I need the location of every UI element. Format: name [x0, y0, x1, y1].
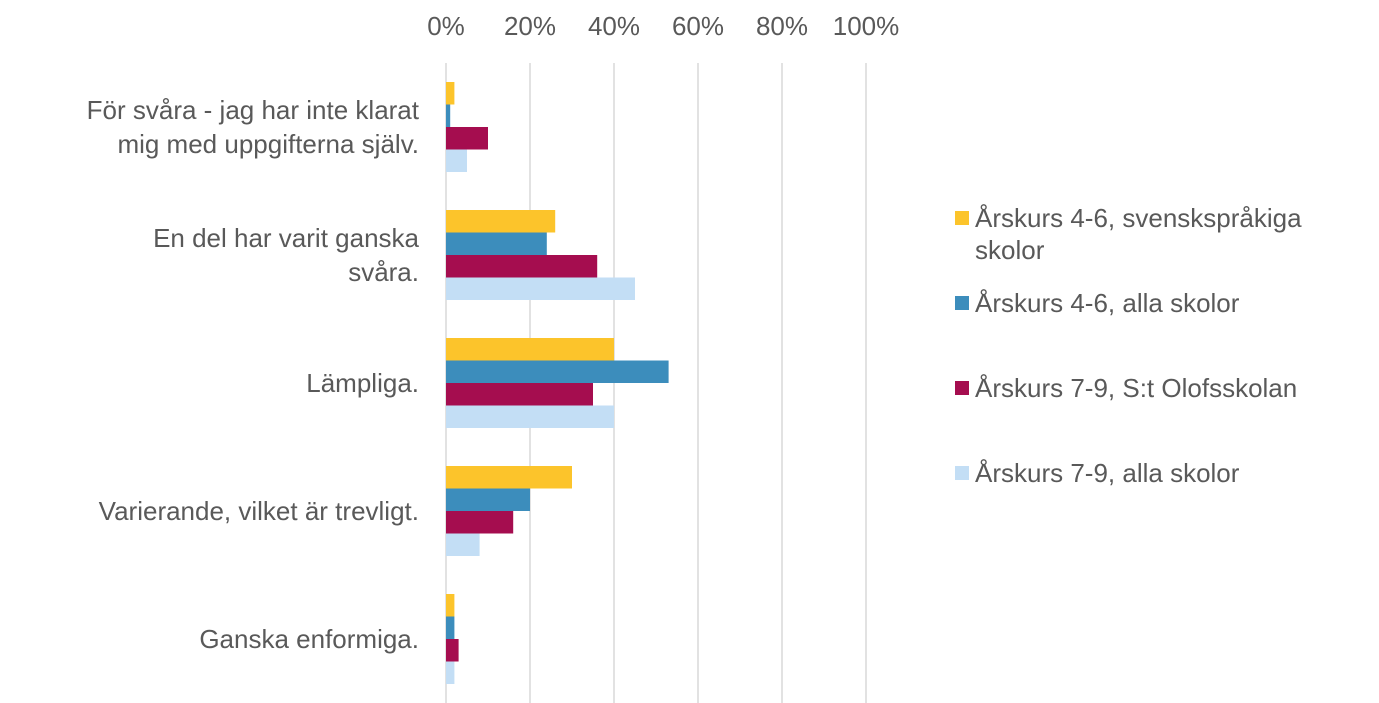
bar [446, 127, 488, 150]
bar [446, 210, 556, 233]
legend-label: Årskurs 7-9, alla skolor [975, 458, 1240, 488]
legend-swatch [955, 381, 969, 395]
legend-label: Årskurs 4-6, alla skolor [975, 288, 1240, 318]
category-label: Lämpliga. [306, 368, 419, 398]
x-tick-label: 20% [504, 11, 556, 41]
bar [446, 360, 669, 383]
legend-swatch [955, 211, 969, 225]
legend-swatch [955, 296, 969, 310]
x-tick-label: 60% [672, 11, 724, 41]
bar [446, 511, 514, 534]
bar [446, 232, 547, 255]
legend-label: Årskurs 4-6, svenskspråkiga skolor [975, 203, 1302, 265]
bar [446, 255, 598, 278]
x-tick-label: 40% [588, 11, 640, 41]
bar [446, 488, 530, 511]
bar [446, 405, 614, 428]
bar [446, 466, 572, 489]
x-tick-label: 80% [756, 11, 808, 41]
bar [446, 661, 455, 684]
bar [446, 338, 614, 361]
bar [446, 82, 455, 105]
bar [446, 639, 459, 662]
bar [446, 594, 455, 617]
legend-label: Årskurs 7-9, S:t Olofsskolan [975, 373, 1298, 403]
bar [446, 149, 467, 172]
x-tick-label: 100% [833, 11, 900, 41]
bar [446, 104, 451, 127]
category-label: Ganska enformiga. [199, 624, 419, 654]
bar [446, 533, 480, 556]
bar [446, 383, 593, 406]
x-tick-label: 0% [427, 11, 465, 41]
bar [446, 616, 455, 639]
bar [446, 277, 635, 300]
category-label: För svåra - jag har inte klarat mig med … [86, 95, 419, 159]
category-label: Varierande, vilket är trevligt. [98, 496, 419, 526]
legend-swatch [955, 466, 969, 480]
category-label: En del har varit ganska svåra. [153, 223, 419, 287]
